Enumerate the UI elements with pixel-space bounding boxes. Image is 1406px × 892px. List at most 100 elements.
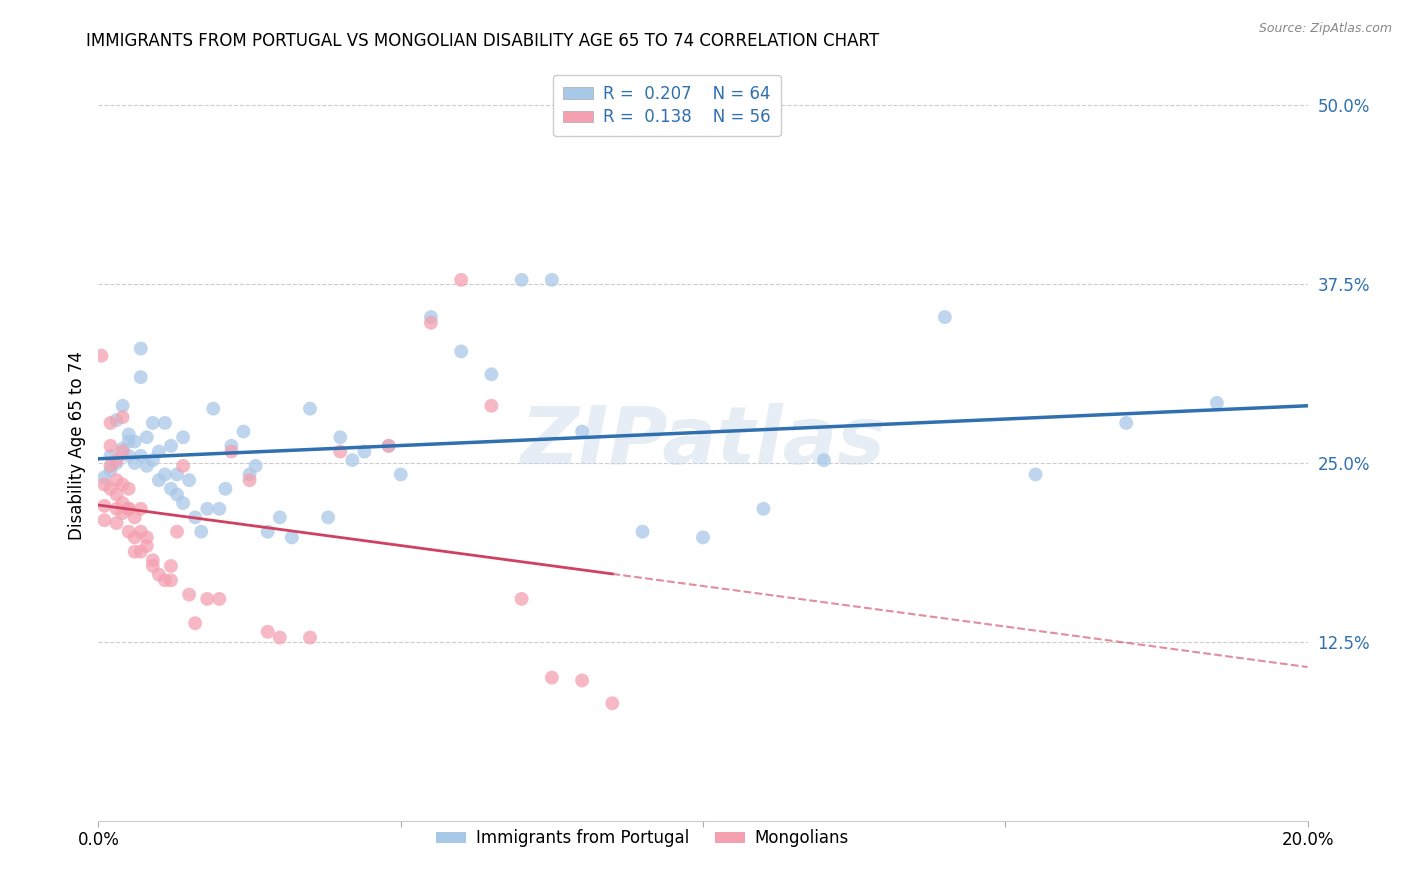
Text: ZIPatlas: ZIPatlas (520, 402, 886, 481)
Point (118, 501, 141, 516)
Point (135, 539, 157, 553)
Point (190, 524, 212, 539)
Point (142, 553, 165, 567)
Point (166, 487, 188, 501)
Point (129, 544, 152, 558)
Point (142, 453, 165, 467)
Point (142, 416, 165, 430)
Point (124, 456, 146, 470)
Point (353, 444, 375, 458)
Point (752, 501, 775, 516)
Point (153, 467, 176, 482)
Point (105, 487, 128, 501)
Point (692, 530, 714, 544)
Point (135, 458, 157, 473)
Point (1024, 467, 1046, 482)
Point (118, 482, 141, 496)
Point (239, 473, 262, 487)
Point (105, 456, 128, 470)
Point (184, 616, 207, 631)
Point (245, 458, 267, 473)
Point (232, 425, 254, 439)
Point (160, 482, 183, 496)
Point (135, 430, 157, 444)
Point (100, 416, 122, 430)
Point (179, 473, 201, 487)
Point (124, 544, 146, 558)
Point (90, 349, 112, 363)
Point (172, 430, 194, 444)
Point (93, 513, 115, 527)
Point (111, 399, 134, 413)
Point (105, 453, 128, 467)
Point (153, 416, 176, 430)
Point (105, 473, 128, 487)
Point (239, 467, 262, 482)
Point (129, 524, 152, 539)
Point (118, 449, 141, 463)
Point (208, 501, 231, 516)
Point (166, 524, 188, 539)
Point (160, 574, 183, 588)
Point (214, 482, 236, 496)
Point (377, 439, 399, 453)
Point (100, 449, 122, 463)
Point (1115, 416, 1137, 430)
Point (342, 453, 364, 467)
Point (481, 368, 503, 382)
Point (269, 510, 291, 524)
Point (813, 453, 835, 467)
Point (111, 444, 134, 458)
Point (172, 458, 194, 473)
Point (389, 467, 412, 482)
Point (105, 413, 128, 427)
Point (571, 425, 593, 439)
Point (118, 501, 141, 516)
Point (111, 506, 134, 520)
Point (316, 510, 339, 524)
Text: Disability Age 65 to 74: Disability Age 65 to 74 (69, 351, 86, 541)
Point (118, 427, 141, 442)
Point (420, 316, 443, 330)
Point (135, 530, 157, 544)
Point (153, 574, 176, 588)
Point (184, 510, 207, 524)
Text: IMMIGRANTS FROM PORTUGAL VS MONGOLIAN DISABILITY AGE 65 TO 74 CORRELATION CHART: IMMIGRANTS FROM PORTUGAL VS MONGOLIAN DI… (86, 32, 880, 50)
Point (160, 439, 183, 453)
Point (377, 439, 399, 453)
Point (179, 588, 201, 602)
Point (166, 467, 188, 482)
Point (129, 449, 152, 463)
Point (93, 499, 115, 513)
Point (329, 430, 352, 444)
Point (124, 434, 146, 449)
Point (602, 696, 624, 710)
Point (93, 477, 115, 491)
Point (481, 399, 503, 413)
Point (172, 496, 194, 510)
Point (100, 482, 122, 496)
Point (93, 470, 115, 484)
Point (540, 273, 562, 287)
Point (105, 516, 128, 530)
Point (631, 524, 654, 539)
Point (111, 410, 134, 425)
Point (221, 444, 243, 458)
Point (118, 434, 141, 449)
Point (111, 477, 134, 491)
Point (208, 591, 231, 606)
Point (105, 501, 128, 516)
Point (148, 444, 170, 458)
Point (148, 567, 170, 582)
Legend: Immigrants from Portugal, Mongolians: Immigrants from Portugal, Mongolians (430, 822, 855, 854)
Point (510, 591, 533, 606)
Point (450, 344, 472, 359)
Point (329, 444, 352, 458)
Point (100, 439, 122, 453)
Point (129, 501, 152, 516)
Point (129, 342, 152, 356)
Point (148, 473, 170, 487)
Point (195, 591, 218, 606)
Point (111, 442, 134, 456)
Point (202, 401, 225, 416)
